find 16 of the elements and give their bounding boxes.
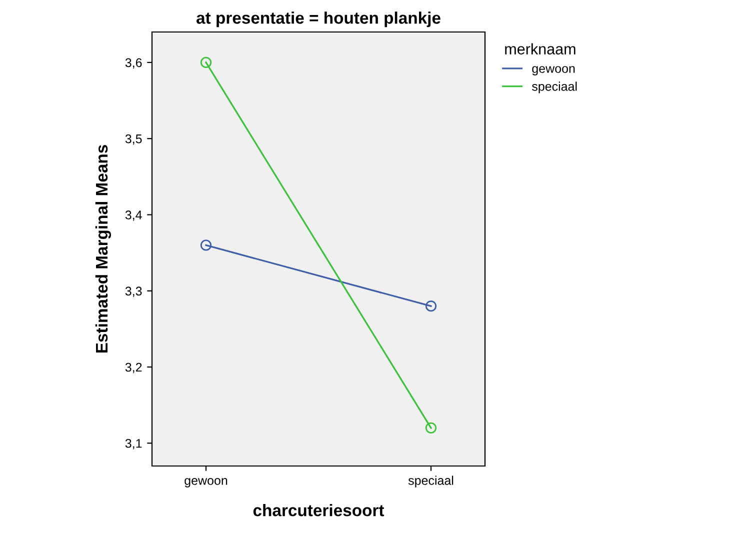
point [425, 422, 437, 434]
y-tick-label: 3,6 [125, 58, 142, 69]
y-tick-label: 3,4 [125, 210, 142, 221]
y-axis-title: Estimated Marginal Means [95, 145, 112, 353]
chart-title: at presentatie = houten plankje [196, 12, 440, 28]
point [200, 240, 212, 251]
y-tick-label: 3,2 [125, 362, 142, 374]
y-tick-label: 3,5 [125, 134, 142, 145]
point [200, 56, 212, 68]
legend-title: merknaam [505, 43, 576, 54]
y-tick-label: 3,1 [125, 438, 142, 450]
legend-label: gewoon [532, 66, 575, 76]
legend-label: speciaal [532, 82, 577, 94]
point [425, 300, 437, 312]
x-axis-title: charcuteriesoort [253, 504, 384, 516]
y-tick-label: 3,3 [125, 286, 142, 298]
